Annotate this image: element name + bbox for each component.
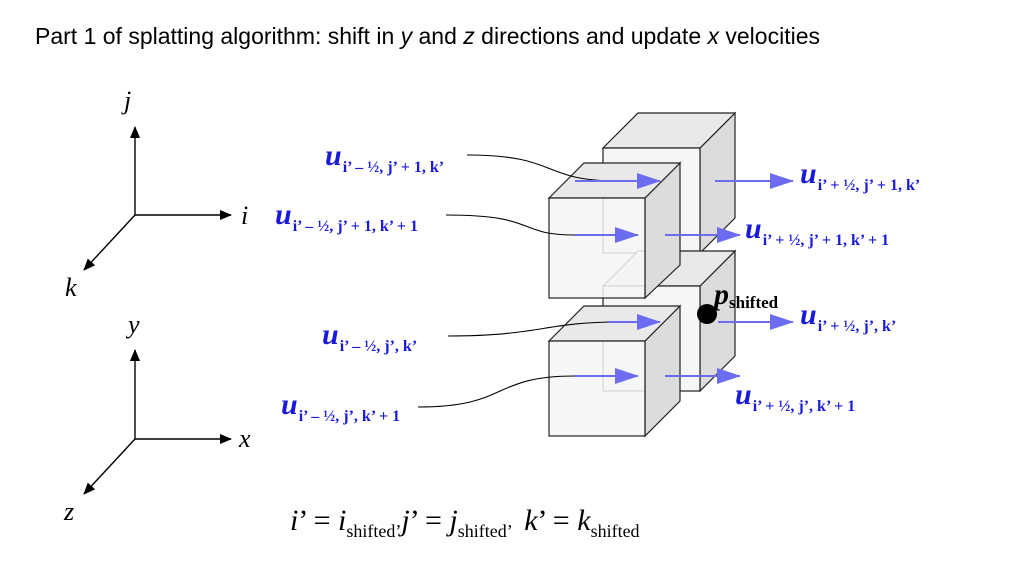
curve-mid — [447, 321, 619, 337]
world-axes: y x z — [63, 310, 251, 526]
page-title: Part 1 of splatting algorithm: shift in … — [35, 23, 820, 49]
cube-front-top — [547, 161, 682, 300]
grid-axes: j i k — [65, 86, 248, 302]
k-axis — [83, 214, 136, 271]
velocity-label-in-upper: ui’ – ½, j’ + 1, k’ + 1 — [275, 198, 418, 235]
cube-front-bottom — [547, 304, 682, 438]
velocity-label-out-mid: ui’ + ½, j’, k’ — [800, 298, 896, 335]
j-axis-label: j — [121, 86, 131, 115]
curve-low — [417, 375, 576, 408]
curve-upper — [445, 214, 576, 236]
particle-label: pshifted — [711, 278, 779, 312]
y-axis-label: y — [125, 310, 140, 339]
x-axis-label: x — [238, 424, 251, 453]
k-axis-label: k — [65, 273, 77, 302]
velocity-label-in-mid: ui’ – ½, j’, k’ — [322, 318, 417, 355]
curve-top — [466, 154, 619, 182]
particle-dot — [697, 304, 717, 324]
velocity-label-out-top: ui’ + ½, j’ + 1, k’ — [800, 157, 920, 194]
z-axis — [83, 438, 136, 495]
velocity-label-out-low: ui’ + ½, j’, k’ + 1 — [735, 378, 855, 415]
z-axis-label: z — [63, 497, 74, 526]
velocity-label-in-top: ui’ – ½, j’ + 1, k’ — [325, 139, 444, 176]
velocity-label-in-low: ui’ – ½, j’, k’ + 1 — [281, 388, 400, 425]
i-axis-label: i — [241, 201, 248, 230]
velocity-label-out-upper: ui’ + ½, j’ + 1, k’ + 1 — [745, 212, 889, 249]
shift-equation: i’ = ishifted’j’ = jshifted’ k’ = kshift… — [290, 504, 640, 541]
